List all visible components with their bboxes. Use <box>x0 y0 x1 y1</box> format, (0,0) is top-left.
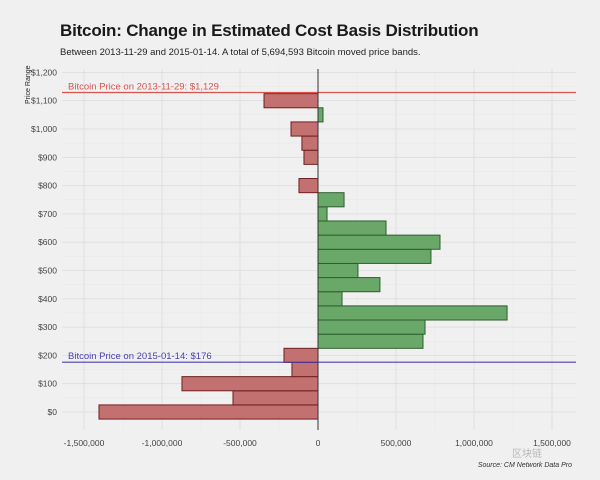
x-tick-label: 1,500,000 <box>533 438 571 448</box>
bar-negative <box>291 361 319 378</box>
reference-line-label: Bitcoin Price on 2015-01-14: $176 <box>68 351 212 362</box>
y-tick-label: $0 <box>48 407 58 417</box>
y-tick-label: $1,100 <box>31 96 57 106</box>
reference-line-label: Bitcoin Price on 2013-11-29: $1,129 <box>68 81 219 92</box>
y-tick-label: $800 <box>38 181 57 191</box>
bar-negative <box>232 390 319 406</box>
bar-positive <box>317 277 381 293</box>
y-tick-label: $300 <box>38 322 57 332</box>
y-tick-label: $200 <box>38 350 57 360</box>
bar-negative <box>303 149 319 165</box>
bar-negative <box>298 178 319 194</box>
bar-positive <box>317 220 387 236</box>
reference-lines: Bitcoin Price on 2013-11-29: $1,129 Bitco… <box>62 81 576 363</box>
bar-negative <box>301 135 319 151</box>
chart-title: Bitcoin: Change in Estimated Cost Basis … <box>60 21 479 40</box>
bar-positive <box>317 206 328 222</box>
x-tick-label: 500,000 <box>381 438 412 448</box>
y-tick-label: $600 <box>38 237 57 247</box>
bar-positive <box>317 248 432 264</box>
y-tick-label: $1,000 <box>31 124 57 134</box>
x-tick-label: 1,000,000 <box>455 438 493 448</box>
bar-positive <box>317 319 426 335</box>
watermark: 区块链 <box>512 449 542 460</box>
x-tick-label: -500,000 <box>223 438 257 448</box>
bar-negative <box>283 347 319 363</box>
bar-positive <box>317 262 359 279</box>
bar-negative <box>98 404 319 420</box>
y-tick-label: $500 <box>38 266 57 276</box>
bar-positive <box>317 333 424 349</box>
chart-subtitle: Between 2013-11-29 and 2015-01-14. A tot… <box>60 47 421 58</box>
x-tick-label: -1,000,000 <box>142 438 183 448</box>
y-tick-label: $1,200 <box>31 67 57 77</box>
y-tick-label: $900 <box>38 152 57 162</box>
x-tick-label: -1,500,000 <box>64 438 105 448</box>
bar-positive <box>317 107 324 123</box>
bar-positive <box>317 291 343 307</box>
bar-positive <box>317 234 441 250</box>
y-axis-label: Price Range <box>25 65 32 104</box>
source-note: Source: CM Network Data Pro <box>477 462 572 469</box>
bar-positive <box>317 192 345 208</box>
bar-positive <box>317 305 508 321</box>
bar-negative <box>181 376 319 392</box>
bars <box>98 93 508 420</box>
y-tick-label: $700 <box>38 209 57 219</box>
y-tick-label: $400 <box>38 294 57 304</box>
y-tick-label: $100 <box>38 379 57 389</box>
bar-negative <box>263 93 319 109</box>
axes: -1,500,000 -1,000,000 -500,000 0 500,000 1,00… <box>31 67 571 448</box>
bar-negative <box>290 121 319 137</box>
x-tick-label: 0 <box>316 438 321 448</box>
